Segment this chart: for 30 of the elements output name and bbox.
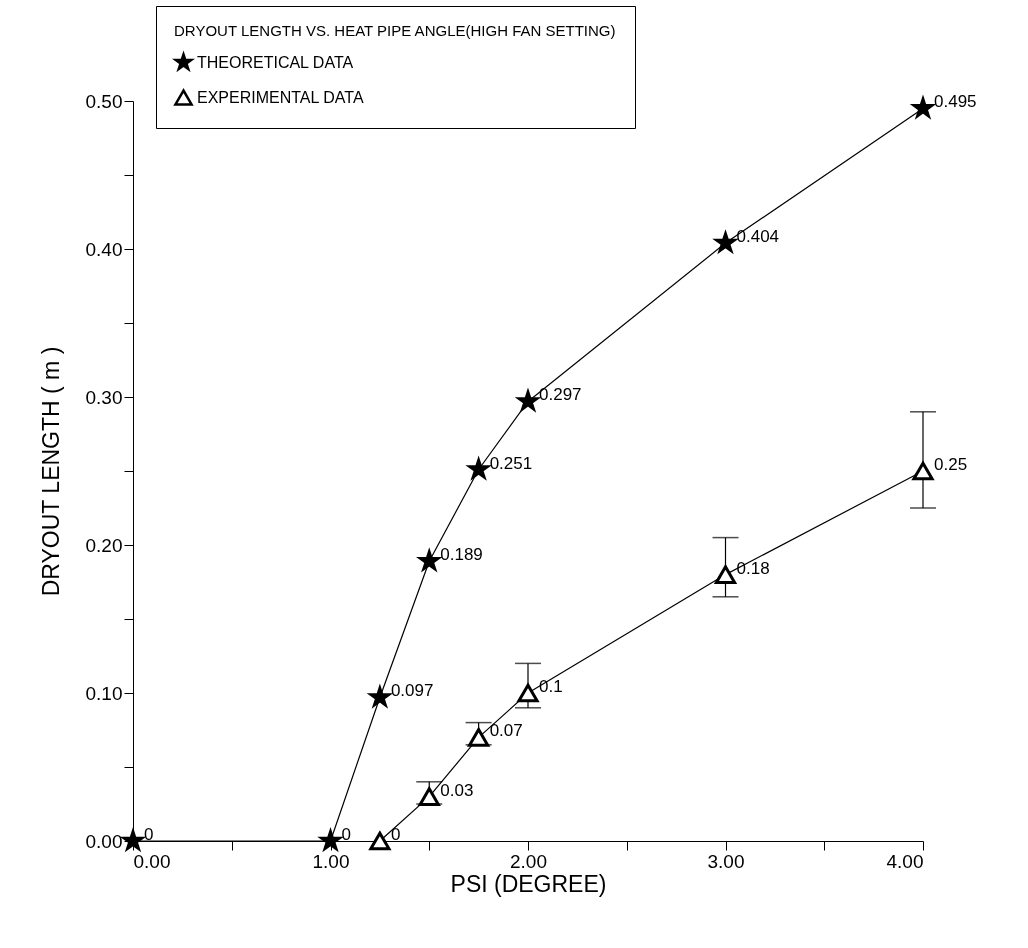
y-tick-label: 0.10 (85, 682, 123, 704)
data-label: 0.07 (489, 721, 523, 741)
x-tick-label: 0.00 (133, 850, 171, 872)
data-label: 0.251 (489, 453, 533, 473)
x-tick-label: 3.00 (707, 850, 745, 872)
data-label: 0.097 (390, 681, 434, 701)
x-axis-title: PSI (DEGREE) (450, 870, 607, 897)
y-axis-title: DRYOUT LENGTH ( m ) (37, 346, 64, 597)
legend-title: DRYOUT LENGTH VS. HEAT PIPE ANGLE(HIGH FAN SETTING) (174, 22, 616, 39)
x-tick-label: 1.00 (312, 850, 350, 872)
data-label: 0.297 (539, 385, 582, 405)
y-tick-label: 0.00 (85, 830, 123, 852)
data-label: 0.25 (934, 455, 968, 474)
y-tick-label: 0.20 (85, 534, 123, 556)
y-tick-label: 0.40 (85, 238, 123, 260)
data-label: 0 (144, 825, 154, 844)
data-label: 0 (390, 825, 401, 844)
data-label: 0.404 (736, 227, 780, 247)
data-label: 0.189 (440, 545, 483, 565)
y-tick-label: 0.30 (85, 386, 123, 408)
data-label: 0.18 (736, 558, 770, 578)
x-tick-label: 2.00 (510, 850, 547, 872)
legend-label: THEORETICAL DATA (197, 53, 354, 71)
x-tick-label: 4.00 (886, 850, 924, 872)
y-tick-label: 0.50 (85, 90, 123, 112)
data-label: 0.03 (440, 780, 474, 800)
legend-label: EXPERIMENTAL DATA (197, 88, 364, 106)
data-label: 0.1 (539, 677, 563, 696)
data-label: 0.495 (934, 92, 977, 112)
data-label: 0 (341, 825, 351, 844)
